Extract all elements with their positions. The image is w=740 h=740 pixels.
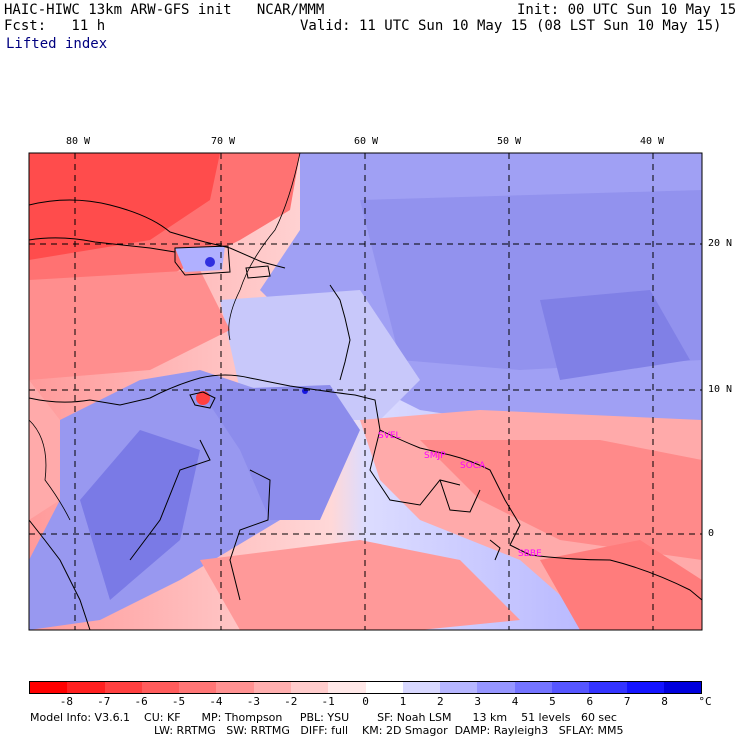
lat-label-20n: 20 N [708,238,733,249]
colorbar-swatch [290,682,329,693]
colorbar-swatch [104,682,142,693]
colorbar-tick-label: -2 [284,695,298,708]
colorbar-swatch [216,682,254,693]
station-soca: SOCA [460,461,486,471]
station-svel: SVEL [378,431,401,441]
colorbar [29,681,702,694]
colorbar-swatch [253,682,291,693]
colorbar-swatch [514,682,552,693]
colorbar-tick-label: -6 [134,695,148,708]
colorbar-tick-label: -7 [97,695,111,708]
field-name: Lifted index [6,36,108,52]
colorbar-swatch [663,682,702,693]
colorbar-tick-label: -5 [171,695,186,708]
colorbar-tick-label: 2 [436,695,444,708]
colorbar-swatch [551,682,590,693]
colorbar-tick-label: 3 [474,695,481,708]
colorbar-tick-label: -4 [209,695,223,708]
colorbar-swatch [440,682,478,693]
station-sbbe: SBBE [518,549,542,559]
lon-label-60w: 60 W [354,136,379,147]
colorbar-tick-label: 5 [549,695,556,708]
colorbar-swatch [365,682,403,693]
colorbar-tick-label: 6 [586,695,594,708]
colorbar-swatch [328,682,366,693]
colorbar-tick-label: -3 [246,695,260,708]
colorbar-swatch [402,682,441,693]
colorbar-unit: °C [698,695,712,708]
map-frame [28,152,703,631]
model-info-line-1: Model Info: V3.6.1 CU: KF MP: Thompson P… [30,711,617,724]
model-title: HAIC-HIWC 13km ARW-GFS init NCAR/MMM [4,2,325,18]
colorbar-tick-label: 1 [399,695,407,708]
station-smjp: SMJP [424,451,446,461]
colorbar-swatch [141,682,180,693]
coastlines [29,199,702,630]
colorbar-tick-label: 0 [362,695,369,708]
colorbar-swatch [626,682,664,693]
model-info-line-2: LW: RRTMG SW: RRTMG DIFF: full KM: 2D Sm… [154,724,624,737]
lon-label-70w: 70 W [211,136,236,147]
colorbar-swatch [477,682,515,693]
lon-label-50w: 50 W [497,136,522,147]
lat-lon-grid [29,153,702,630]
valid-time: Valid: 11 UTC Sun 10 May 15 (08 LST Sun … [300,18,722,34]
colorbar-tick-label: -1 [321,695,335,708]
colorbar-swatch [589,682,627,693]
lat-label-10n: 10 N [708,384,733,395]
colorbar-tick-label: 8 [661,695,668,708]
lat-label-0: 0 [708,528,715,539]
colorbar-swatch [179,682,217,693]
colorbar-tick-label: 7 [623,695,631,708]
zero-contour [29,153,301,521]
colorbar-swatch [67,682,105,693]
colorbar-tick-label: 4 [511,695,519,708]
colorbar-tick-label: -8 [59,695,73,708]
lon-label-80w: 80 W [66,136,91,147]
init-time: Init: 00 UTC Sun 10 May 15 [517,2,737,18]
lon-label-40w: 40 W [640,136,665,147]
colorbar-swatch [30,682,68,693]
forecast-hour: Fcst: 11 h [4,18,106,34]
